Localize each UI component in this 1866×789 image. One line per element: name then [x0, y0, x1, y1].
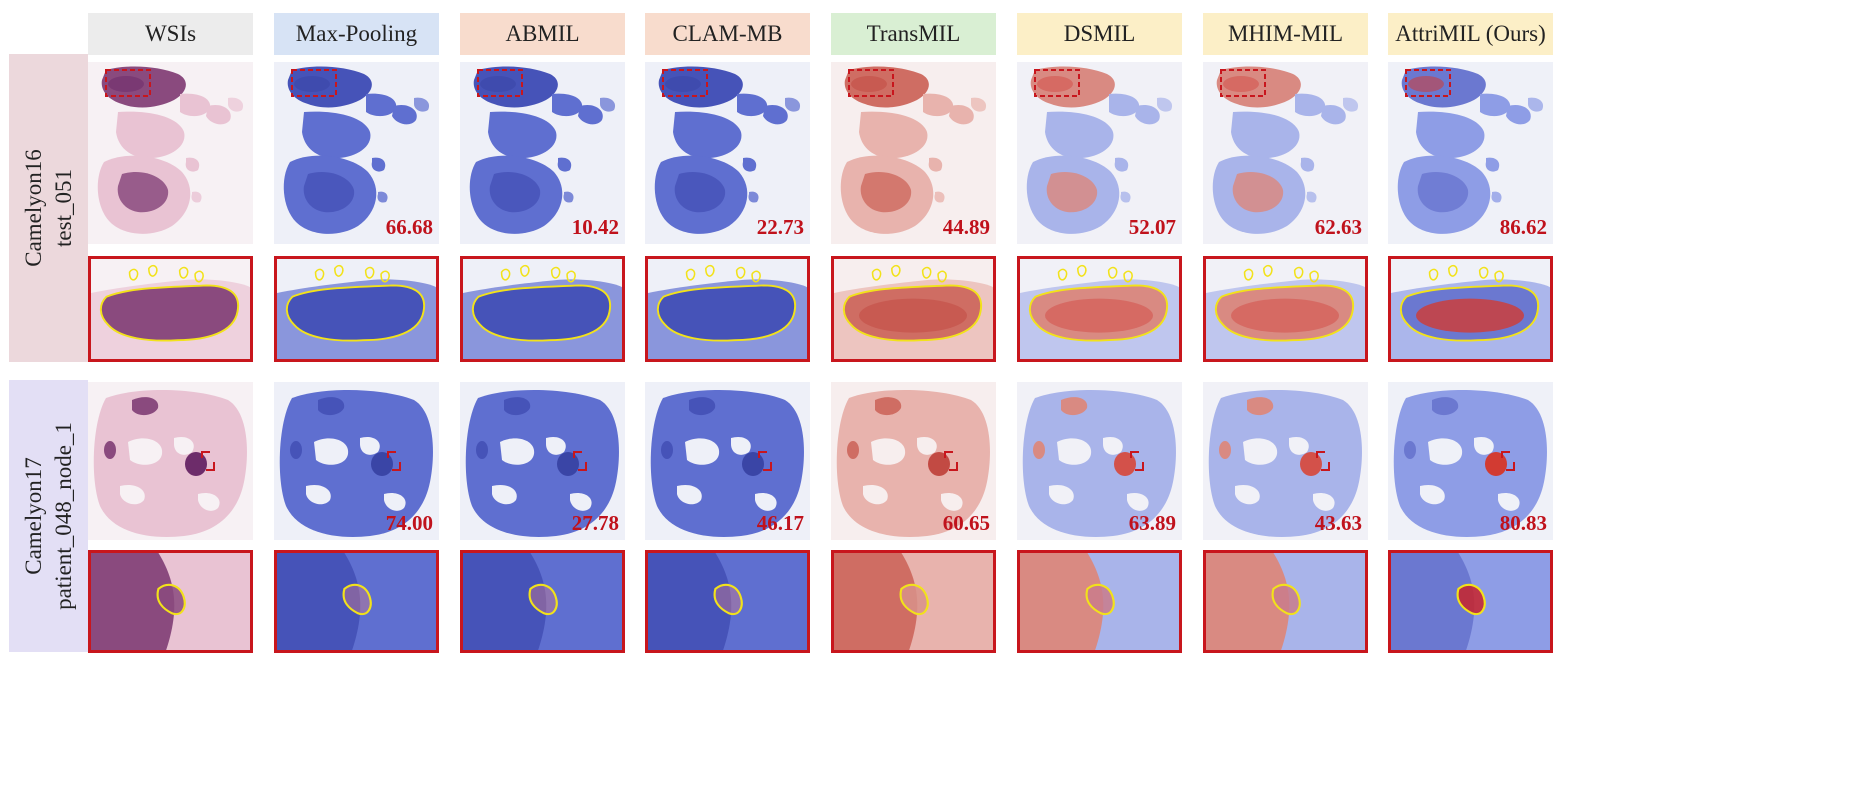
wsi-heatmap-panel: 86.62 — [1388, 62, 1553, 244]
zoomed-region-panel — [88, 550, 253, 653]
wsi-heatmap-panel: 44.89 — [831, 62, 996, 244]
accuracy-score: 74.00 — [385, 511, 433, 535]
zoomed-region-panel — [1388, 550, 1553, 653]
wsi-heatmap-panel: 10.42 — [460, 62, 625, 244]
row-label-slide-id: patient_048_node_1 — [50, 422, 76, 610]
accuracy-score: 62.63 — [1314, 215, 1362, 239]
accuracy-score: 10.42 — [571, 215, 619, 239]
column-header-wsis: WSIs — [88, 13, 253, 55]
accuracy-score: 66.68 — [385, 215, 433, 239]
zoomed-region-panel — [1388, 256, 1553, 362]
row-label-dataset: Camelyon17 — [20, 457, 46, 575]
wsi-heatmap-panel: 74.00 — [274, 382, 439, 540]
column-header-max-pooling: Max-Pooling — [274, 13, 439, 55]
wsi-heatmap-panel — [88, 62, 253, 244]
wsi-heatmap-panel: 46.17 — [645, 382, 810, 540]
zoomed-region-panel — [1203, 550, 1368, 653]
wsi-heatmap-panel: 22.73 — [645, 62, 810, 244]
column-header-clam-mb: CLAM-MB — [645, 13, 810, 55]
zoomed-region-panel — [274, 550, 439, 653]
zoomed-region-panel — [831, 550, 996, 653]
zoomed-region-panel — [460, 550, 625, 653]
accuracy-score: 43.63 — [1314, 511, 1362, 535]
zoomed-region-panel — [1017, 256, 1182, 362]
zoomed-region-panel — [460, 256, 625, 362]
wsi-heatmap-panel: 52.07 — [1017, 62, 1182, 244]
accuracy-score: 52.07 — [1128, 215, 1176, 239]
accuracy-score: 60.65 — [942, 511, 990, 535]
accuracy-score: 86.62 — [1499, 215, 1547, 239]
wsi-heatmap-panel: 62.63 — [1203, 62, 1368, 244]
wsi-heatmap-panel — [88, 382, 253, 540]
zoomed-region-panel — [645, 256, 810, 362]
column-header-mhim-mil: MHIM-MIL — [1203, 13, 1368, 55]
zoomed-region-panel — [274, 256, 439, 362]
zoomed-region-panel — [1017, 550, 1182, 653]
accuracy-score: 44.89 — [942, 215, 990, 239]
accuracy-score: 80.83 — [1499, 511, 1547, 535]
column-header-attrimil-ours: AttriMIL (Ours) — [1388, 13, 1553, 55]
accuracy-score: 22.73 — [756, 215, 804, 239]
wsi-heatmap-panel: 27.78 — [460, 382, 625, 540]
zoomed-region-panel — [645, 550, 810, 653]
accuracy-score: 46.17 — [756, 511, 804, 535]
wsi-heatmap-panel: 60.65 — [831, 382, 996, 540]
wsi-heatmap-panel: 66.68 — [274, 62, 439, 244]
accuracy-score: 63.89 — [1128, 511, 1176, 535]
zoomed-region-panel — [88, 256, 253, 362]
row-label-slide-id: test_051 — [50, 169, 76, 247]
zoomed-region-panel — [831, 256, 996, 362]
row-label-dataset: Camelyon16 — [20, 149, 46, 267]
wsi-heatmap-panel: 63.89 — [1017, 382, 1182, 540]
row-label-1: Camelyon16 test_051 — [9, 54, 88, 362]
column-header-dsmil: DSMIL — [1017, 13, 1182, 55]
wsi-heatmap-panel: 43.63 — [1203, 382, 1368, 540]
column-header-transmil: TransMIL — [831, 13, 996, 55]
accuracy-score: 27.78 — [571, 511, 619, 535]
row-label-2: Camelyon17 patient_048_node_1 — [9, 380, 88, 652]
zoomed-region-panel — [1203, 256, 1368, 362]
wsi-heatmap-panel: 80.83 — [1388, 382, 1553, 540]
column-header-abmil: ABMIL — [460, 13, 625, 55]
